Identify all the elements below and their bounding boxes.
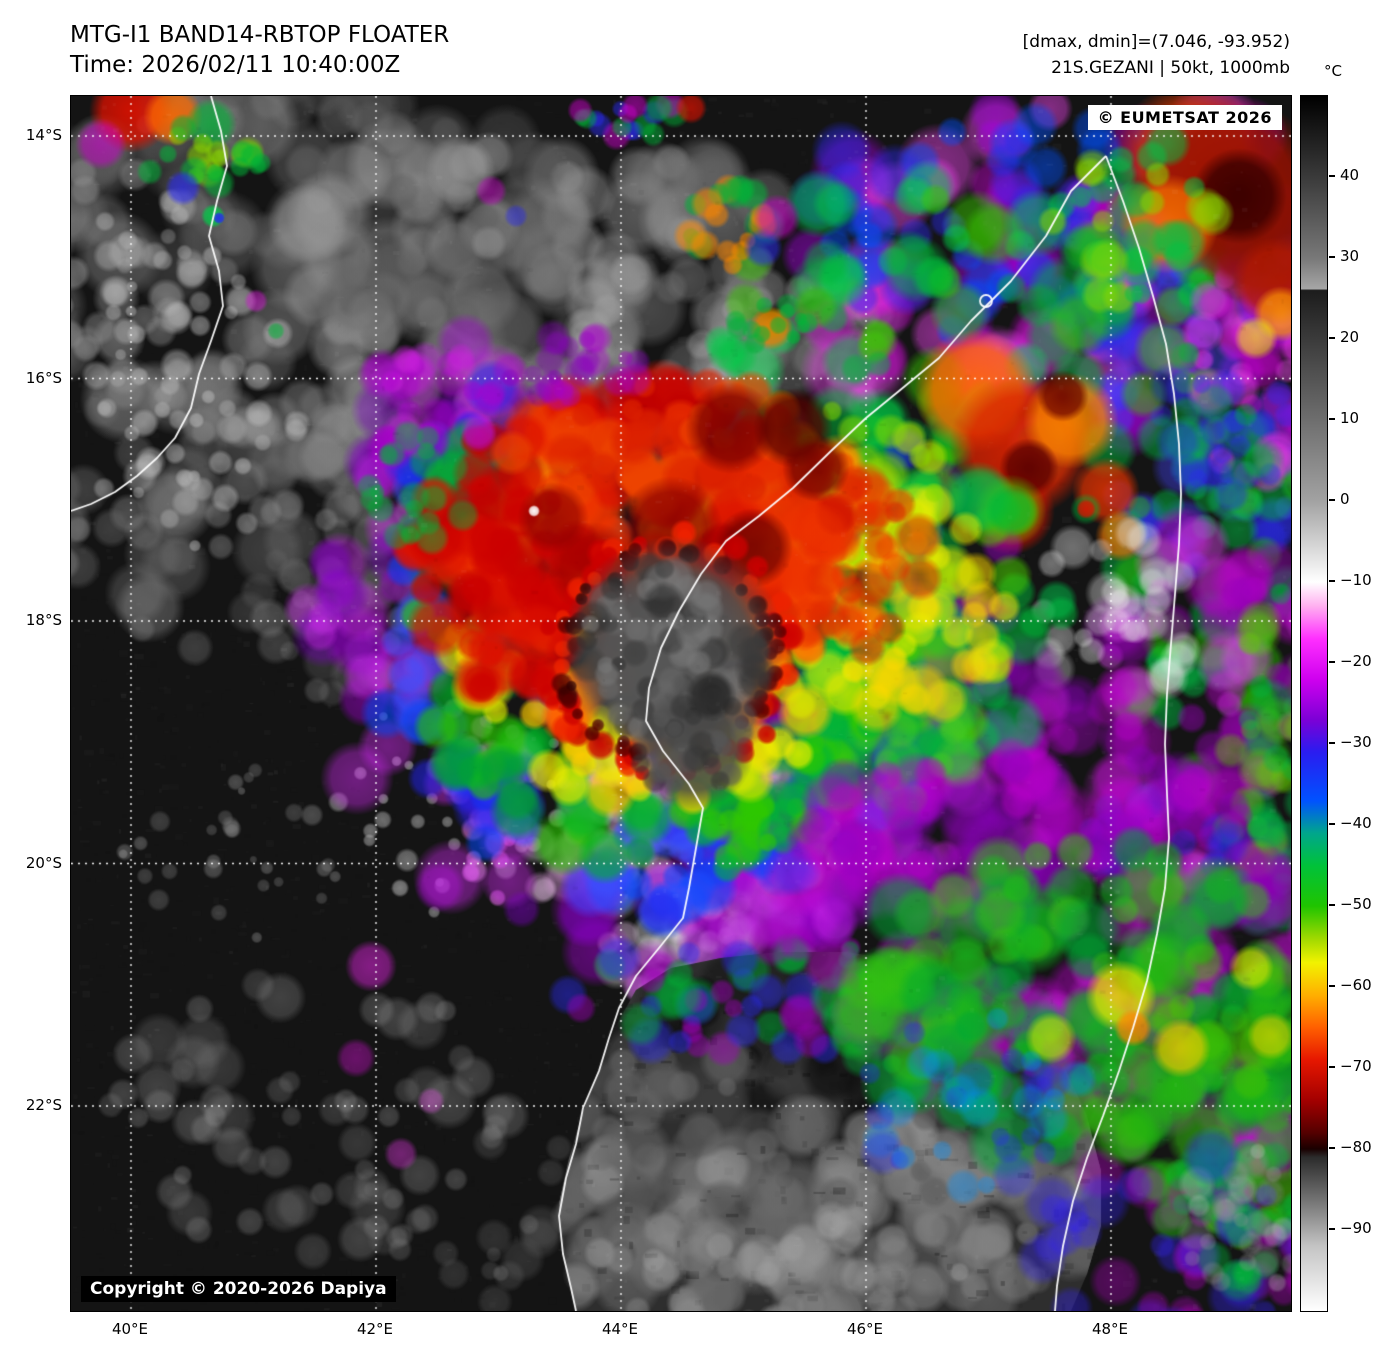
lon-tick-label: 44°E <box>601 1320 639 1338</box>
colorbar-tick-label: −80 <box>1340 1138 1372 1156</box>
colorbar-tick-label: −20 <box>1340 652 1372 670</box>
header: MTG-I1 BAND14-RBTOP FLOATER Time: 2026/0… <box>70 20 449 81</box>
colorbar-tick-mark <box>1329 1228 1335 1230</box>
range-label: [dmax, dmin]=(7.046, -93.952) <box>1022 32 1290 52</box>
lat-tick-label: 20°S <box>25 853 62 872</box>
colorbar-tick-mark <box>1329 823 1335 825</box>
colorbar-tick-mark <box>1329 904 1335 906</box>
colorbar-tick-mark <box>1329 985 1335 987</box>
colorbar-tick-mark <box>1329 742 1335 744</box>
colorbar: 40 30 20 10 0 −10 −20 −30 −40 −50 −60 −70 −80 −90 <box>1300 95 1388 1312</box>
colorbar-tick-mark <box>1329 1147 1335 1149</box>
lon-tick-label: 40°E <box>111 1320 149 1338</box>
page-title: MTG-I1 BAND14-RBTOP FLOATER <box>70 22 450 48</box>
lat-tick-label: 22°S <box>25 1096 62 1114</box>
colorbar-tick-label: −90 <box>1340 1219 1372 1237</box>
colorbar-tick-mark <box>1329 418 1335 420</box>
colorbar-tick-mark <box>1329 175 1335 177</box>
info-block: [dmax, dmin]=(7.046, -93.952) 21S.GEZANI… <box>1023 30 1290 81</box>
colorbar-tick-label: −70 <box>1340 1057 1372 1075</box>
colorbar-tick-label: −50 <box>1340 895 1372 913</box>
colorbar-tick-mark <box>1329 1066 1335 1068</box>
eumetsat-badge: © EUMETSAT 2026 <box>1087 105 1282 130</box>
colorbar-tick-mark <box>1329 661 1335 663</box>
colorbar-tick-label: −10 <box>1340 571 1372 589</box>
colorbar-tick-mark <box>1329 337 1335 339</box>
colorbar-tick-mark <box>1329 580 1335 582</box>
colorbar-tick-label: 40 <box>1340 166 1360 184</box>
colorbar-tick-mark <box>1329 256 1335 258</box>
colorbar-tick-label: −40 <box>1340 814 1372 832</box>
storm-label: 21S.GEZANI | 50kt, 1000mb <box>1051 57 1290 78</box>
colorbar-tick-label: 30 <box>1340 247 1360 265</box>
colorbar-tick-mark <box>1329 499 1335 501</box>
colorbar-tick-label: −30 <box>1340 733 1372 751</box>
lat-tick-label: 16°S <box>25 368 62 387</box>
lat-tick-label: 18°S <box>25 611 62 629</box>
lon-tick-label: 42°E <box>356 1320 394 1338</box>
copyright-label: Copyright © 2020-2026 Dapiya <box>81 1276 396 1302</box>
satellite-image <box>71 96 1291 1311</box>
colorbar-gradient <box>1300 95 1328 1312</box>
lon-tick-label: 46°E <box>846 1320 884 1338</box>
time-label: Time: 2026/02/11 10:40:00Z <box>70 52 401 79</box>
lon-tick-label: 48°E <box>1091 1320 1129 1338</box>
colorbar-unit-label: °C <box>1324 62 1342 80</box>
colorbar-tick-label: −60 <box>1340 976 1372 994</box>
lat-tick-label: 14°S <box>25 126 62 144</box>
colorbar-tick-label: 10 <box>1340 409 1360 427</box>
colorbar-tick-label: 20 <box>1340 328 1360 346</box>
colorbar-tick-label: 0 <box>1340 490 1350 508</box>
satellite-plot: © EUMETSAT 2026 Copyright © 2020-2026 Da… <box>70 95 1292 1312</box>
